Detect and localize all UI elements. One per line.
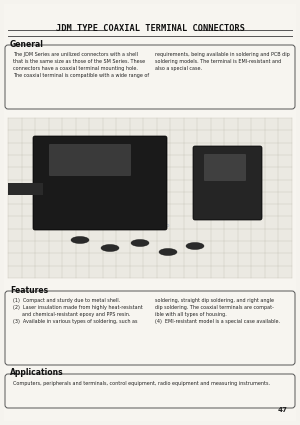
Text: soldering, straight dip soldering, and right angle
dip soldering. The coaxial te: soldering, straight dip soldering, and r…: [155, 298, 280, 324]
Text: 47: 47: [278, 407, 288, 413]
Text: Computers, peripherals and terminals, control equipment, radio equipment and mea: Computers, peripherals and terminals, co…: [13, 381, 270, 386]
Text: The JDM Series are unilized connectors with a shell
that is the same size as tho: The JDM Series are unilized connectors w…: [13, 52, 149, 78]
FancyBboxPatch shape: [4, 4, 296, 421]
Text: (1)  Compact and sturdy due to metal shell.
(2)  Laser insulation made from high: (1) Compact and sturdy due to metal shel…: [13, 298, 143, 324]
FancyBboxPatch shape: [193, 146, 262, 220]
Text: General: General: [10, 40, 44, 49]
Text: Features: Features: [10, 286, 48, 295]
Text: requirements, being available in soldering and PCB dip
soldering models. The ter: requirements, being available in solderi…: [155, 52, 290, 71]
Ellipse shape: [159, 249, 177, 255]
Ellipse shape: [131, 240, 149, 246]
Text: э л е к т р о: э л е к т р о: [131, 223, 169, 227]
FancyBboxPatch shape: [49, 144, 131, 176]
FancyBboxPatch shape: [5, 374, 295, 408]
FancyBboxPatch shape: [204, 154, 246, 181]
Text: Applications: Applications: [10, 368, 64, 377]
Text: JDM TYPE COAXIAL TERMINAL CONNECTORS: JDM TYPE COAXIAL TERMINAL CONNECTORS: [56, 24, 244, 33]
Bar: [8, 118, 292, 278]
Bar: [8, 183, 43, 195]
Ellipse shape: [186, 243, 204, 249]
Ellipse shape: [71, 236, 89, 244]
FancyBboxPatch shape: [33, 136, 167, 230]
FancyBboxPatch shape: [5, 45, 295, 109]
Ellipse shape: [101, 244, 119, 252]
Text: ru: ru: [257, 212, 263, 218]
FancyBboxPatch shape: [5, 291, 295, 365]
